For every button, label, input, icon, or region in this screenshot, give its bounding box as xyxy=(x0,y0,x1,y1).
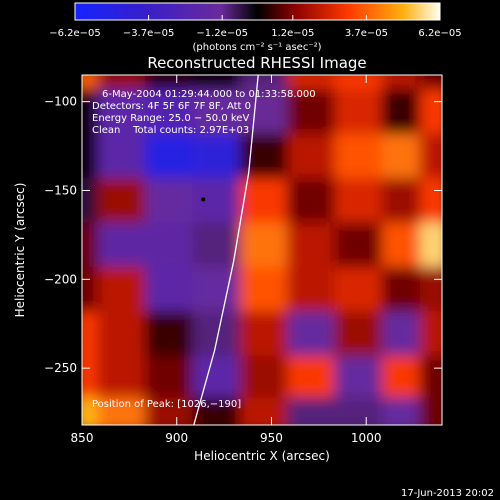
colorbar xyxy=(74,2,441,21)
annotation-detectors: Detectors: 4F 5F 6F 7F 8F, Att 0 xyxy=(92,101,251,112)
colorbar-unit-label: (photons cm⁻² s⁻¹ asec⁻²) xyxy=(192,42,321,53)
footer-timestamp: 17‑Jun‑2013 20:02 xyxy=(401,488,494,499)
y-tick-label: −200 xyxy=(44,272,77,286)
plot-frame xyxy=(81,74,443,426)
peak-marker xyxy=(201,197,206,202)
colorbar-tick-label: −1.2e−05 xyxy=(196,28,248,39)
y-tick-label: −250 xyxy=(44,361,77,375)
x-tick-label: 850 xyxy=(71,431,94,445)
annotation-energy-range: Energy Range: 25.0 − 50.0 keV xyxy=(92,113,249,124)
colorbar-ticks: −6.2e−05 −3.7e−05 −1.2e−05 1.2e−05 3.7e−05 6.… xyxy=(49,15,462,39)
y-tick-label: −100 xyxy=(44,95,77,109)
x-tick-label: 1000 xyxy=(351,431,382,445)
x-axis-ticks: 850 900 950 1000 xyxy=(71,75,382,445)
heatmap xyxy=(82,75,442,425)
annotation-time-range: 6‑May‑2004 01:29:44.000 to 01:33:58.000 xyxy=(102,89,316,100)
annotation-peak-position: Position of Peak: [1026,−190] xyxy=(92,399,241,410)
colorbar-tick-label: −6.2e−05 xyxy=(49,28,101,39)
y-axis-label: Heliocentric Y (arcsec) xyxy=(13,183,27,318)
colorbar-tick-label: −3.7e−05 xyxy=(123,28,175,39)
x-axis-label: Heliocentric X (arcsec) xyxy=(194,449,330,463)
colorbar-tick-label: 3.7e−05 xyxy=(345,28,388,39)
x-tick-label: 950 xyxy=(260,431,283,445)
heatmap-cell xyxy=(419,397,442,425)
y-tick-label: −150 xyxy=(44,183,77,197)
y-axis-ticks: −100 −150 −200 −250 xyxy=(44,95,442,375)
colorbar-tick-label: 6.2e−05 xyxy=(418,28,461,39)
annotation-algorithm: Clean Total counts: 2.97E+03 xyxy=(92,125,249,136)
x-tick-label: 900 xyxy=(165,431,188,445)
colorbar-tick-label: 1.2e−05 xyxy=(271,28,314,39)
chart-title: Reconstructed RHESSI Image xyxy=(147,54,366,72)
solar-limb-line xyxy=(193,75,259,425)
